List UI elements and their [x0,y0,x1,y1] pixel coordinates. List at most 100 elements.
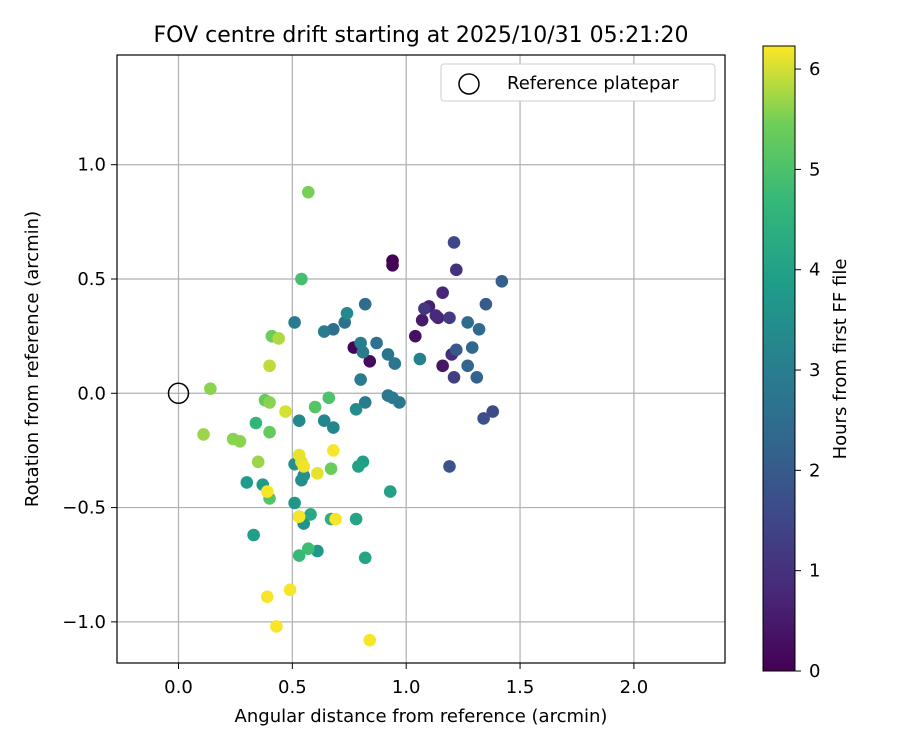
x-axis-ticks: 0.0 0.5 1.0 1.5 2.0 [164,663,648,698]
data-point [324,462,338,476]
x-tick-label: 0.5 [278,677,307,698]
data-point [304,508,317,521]
data-point [317,414,331,428]
y-tick-label: −1.0 [62,612,106,633]
data-points [197,185,509,647]
data-point [449,343,463,357]
colorbar-tick-label: 1 [809,561,820,582]
data-point [418,302,431,316]
data-point [240,476,254,489]
data-point [470,370,484,384]
data-point [204,382,217,396]
data-point [251,455,265,469]
x-tick-label: 1.5 [506,677,535,698]
x-tick-label: 2.0 [620,677,649,698]
data-point [443,460,456,473]
data-point [358,551,372,565]
data-point [495,274,509,288]
colorbar-tick-label: 2 [809,460,820,481]
data-point [327,421,340,434]
colorbar-tick-label: 0 [809,661,820,682]
data-point [233,434,247,448]
chart-title: FOV centre drift starting at 2025/10/31 … [154,23,689,48]
data-point [279,405,292,418]
data-point [477,412,490,425]
colorbar-label: Hours from first FF file [830,259,851,460]
data-point [292,414,306,428]
legend-box [440,63,716,102]
data-point [354,373,367,386]
data-point [263,396,276,409]
data-point [381,348,395,361]
data-point [443,311,456,325]
y-tick-label: −0.5 [62,498,106,519]
data-point [413,352,427,366]
data-point [249,416,263,430]
data-point [263,425,276,439]
data-point [317,325,331,338]
data-point [358,297,372,311]
y-axis-ticks: −1.0 −0.5 0.0 0.5 1.0 [62,155,117,633]
data-point [247,528,260,542]
data-point [386,391,399,405]
legend-reference-marker [458,73,480,95]
data-point [409,329,422,343]
data-point [292,510,306,524]
data-point [465,341,479,354]
colorbar-tick-label: 5 [809,159,820,180]
data-point [349,402,363,416]
data-point [197,428,210,441]
legend: Reference platepar [440,63,716,102]
data-point [486,405,500,418]
data-point [308,400,322,414]
legend-label: Reference platepar [507,73,679,94]
data-point [449,263,463,277]
data-point [322,391,336,405]
colorbar-gradient [763,46,795,671]
y-tick-label: 0.5 [77,269,106,290]
data-point [301,542,315,556]
data-point [340,306,354,320]
colorbar-tick-label: 4 [809,260,820,281]
colorbar-ticks: 0 1 2 3 4 5 6 [795,59,820,682]
data-point [447,236,461,249]
data-point [292,549,306,562]
data-point [301,185,315,199]
data-point [461,316,474,329]
data-point [429,309,443,322]
data-point [354,336,367,350]
reference-platepar-marker [167,382,190,405]
data-point [363,633,377,647]
data-point [415,313,429,327]
x-axis-label: Angular distance from reference (arcmin) [235,706,608,727]
colorbar-frame [762,45,796,672]
y-tick-label: 1.0 [77,155,106,176]
data-point [297,460,311,473]
data-point [297,469,311,482]
colorbar: 0 1 2 3 4 5 6 Hours from first FF file [762,45,851,682]
data-point [436,359,449,373]
data-point [388,357,402,370]
plot-frame [116,54,726,664]
data-point [349,512,363,526]
data-point [288,316,301,329]
data-point [447,370,461,384]
data-point [260,590,274,604]
x-tick-label: 0.0 [164,677,193,698]
data-point [295,272,308,286]
data-point [327,444,340,457]
colorbar-tick-label: 3 [809,360,820,381]
data-point [358,396,372,409]
grid-lines [117,55,725,663]
data-point [370,336,383,350]
data-point [472,322,486,336]
data-point [363,354,377,368]
y-tick-label: 0.0 [77,383,106,404]
data-point [260,485,274,498]
data-point [461,359,474,373]
data-point [386,258,399,272]
data-point [311,466,324,480]
data-point [329,512,342,526]
